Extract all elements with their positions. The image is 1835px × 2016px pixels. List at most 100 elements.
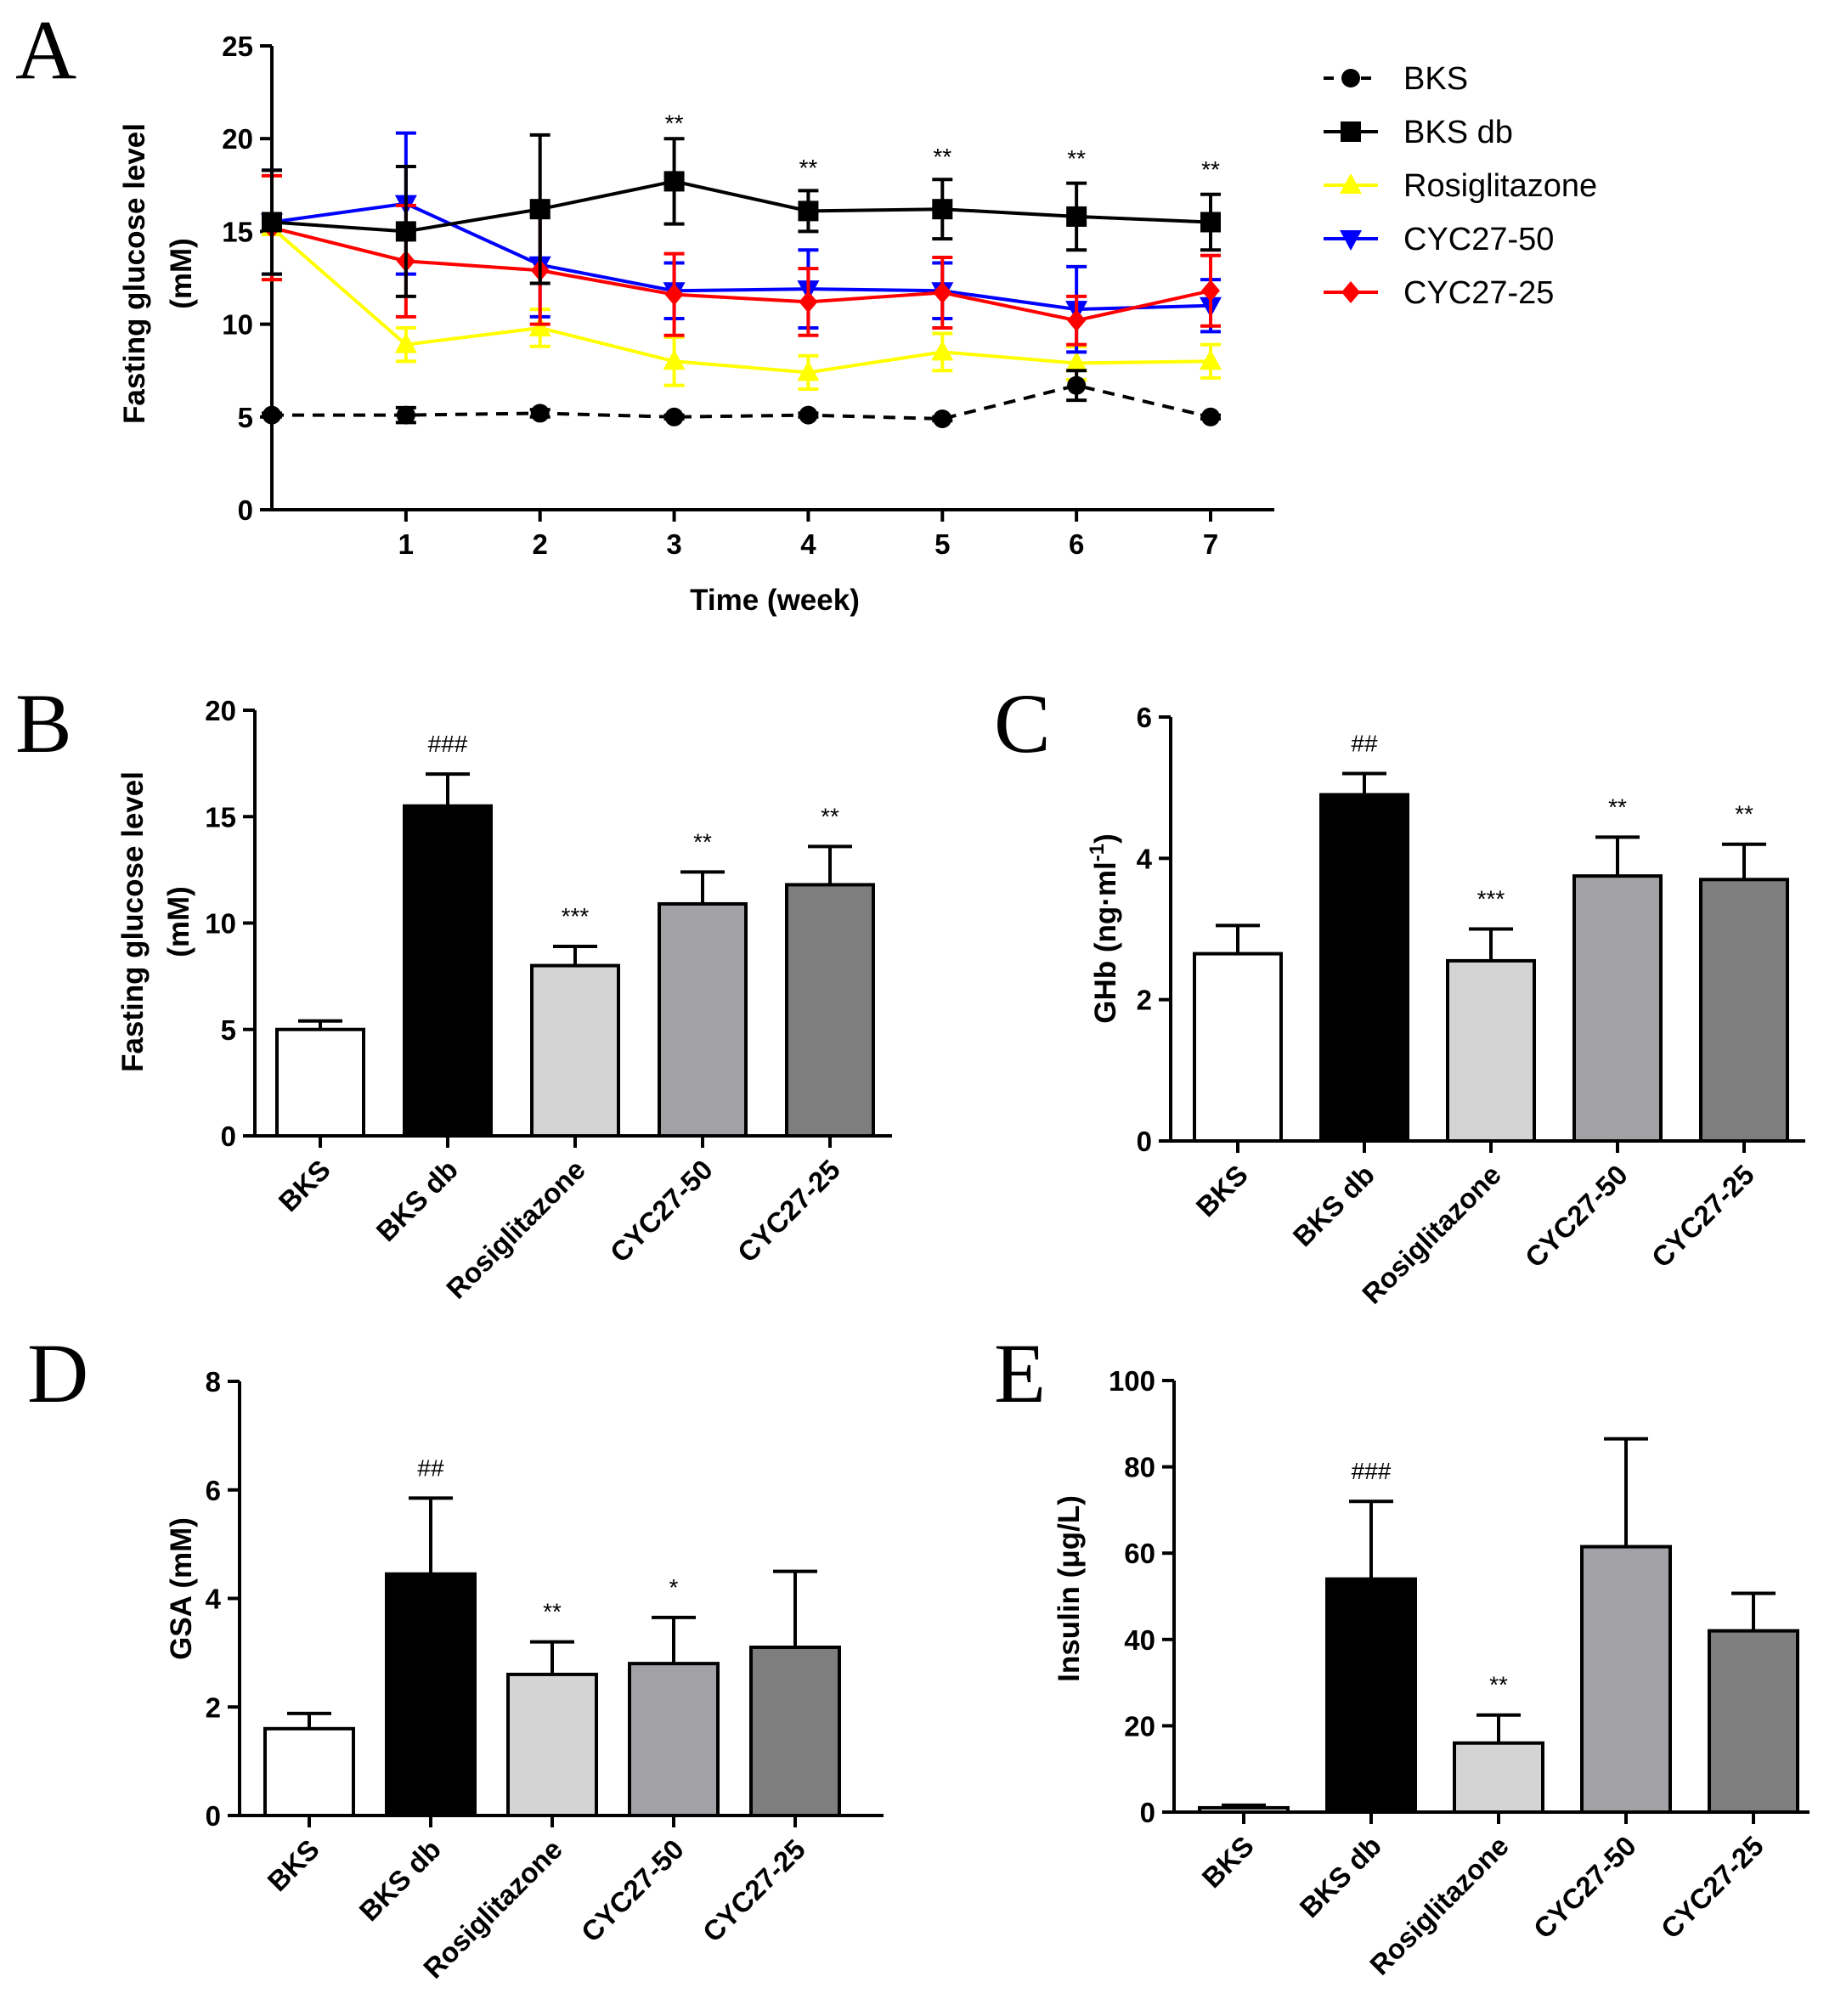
- y-tick-label: 2: [1137, 985, 1152, 1016]
- x-tick-label: CYC27-25: [1646, 1159, 1760, 1273]
- panel-letter-d: D: [27, 1326, 88, 1420]
- line-chart-panel-a: Fasting glucose level (mM) Time (week) 0…: [118, 31, 1597, 617]
- legend-label: CYC27-50: [1403, 222, 1554, 257]
- bar: [403, 804, 493, 1138]
- significance-label: **: [799, 155, 818, 181]
- x-tick-label: CYC27-50: [1519, 1159, 1634, 1273]
- x-tick-label: BKS: [1196, 1830, 1260, 1894]
- legend-label: BKS db: [1403, 115, 1513, 150]
- x-tick-label: BKS: [1190, 1159, 1254, 1223]
- panel-letter-a: A: [15, 3, 76, 97]
- x-tick-label: 3: [666, 528, 681, 560]
- series-line: [270, 226, 1211, 375]
- significance-label: **: [821, 803, 839, 829]
- bar-group: [1319, 771, 1409, 1143]
- bar-group: [263, 1711, 355, 1818]
- significance-label: **: [1067, 145, 1086, 172]
- y-tick-label: 15: [222, 216, 253, 247]
- significance-label: **: [665, 110, 684, 136]
- y-axis-title: GSA (mM): [165, 1517, 198, 1660]
- significance-label: ***: [1477, 886, 1505, 912]
- data-point: [1067, 376, 1087, 395]
- legend-marker: [1341, 69, 1360, 88]
- x-tick-label: 4: [800, 528, 816, 560]
- y-tick-label: 2: [206, 1691, 221, 1723]
- legend-item: BKS db: [1324, 115, 1513, 150]
- legend-item: CYC27-50: [1324, 222, 1554, 257]
- bar: [749, 1645, 841, 1818]
- y-axis-title-end: ): [1089, 833, 1122, 844]
- series-bks-db: [262, 133, 1221, 298]
- y-tick-label: 0: [221, 1121, 236, 1152]
- significance-label: **: [1201, 156, 1220, 183]
- legend-label: CYC27-25: [1403, 275, 1554, 311]
- y-axis-title-line2: (mM): [162, 886, 195, 957]
- x-tick-label: BKS: [262, 1833, 325, 1897]
- x-tick-label: 5: [934, 528, 950, 560]
- y-tick-label: 20: [205, 695, 236, 726]
- y-tick-label: 100: [1109, 1365, 1155, 1397]
- y-axis-title: GHb (ng·ml-1): [1086, 833, 1122, 1024]
- significance-label: **: [1489, 1672, 1508, 1698]
- bar-group: [1572, 835, 1663, 1143]
- x-tick-label: BKS db: [353, 1833, 447, 1927]
- x-axis-title: Time (week): [690, 584, 860, 617]
- y-tick-label: 60: [1124, 1538, 1155, 1569]
- significance-label: ***: [562, 903, 590, 929]
- y-tick-label: 6: [1137, 702, 1152, 733]
- data-point: [931, 340, 954, 361]
- y-tick-label: 10: [205, 908, 236, 940]
- y-tick-label: 4: [1137, 843, 1153, 874]
- legend-item: BKS: [1324, 61, 1468, 97]
- bar: [530, 963, 620, 1138]
- y-tick-label: 0: [1137, 1126, 1152, 1157]
- bar-group: [1453, 1713, 1544, 1814]
- bar-group: [628, 1615, 720, 1818]
- x-tick-label: BKS db: [1294, 1830, 1387, 1923]
- x-tick-label: BKS: [273, 1154, 336, 1217]
- data-point: [932, 199, 953, 220]
- bar: [1699, 878, 1789, 1143]
- y-tick-label: 20: [1124, 1710, 1155, 1742]
- data-point: [663, 349, 686, 370]
- bar-group: [1446, 927, 1536, 1144]
- series-line: [271, 201, 1211, 312]
- data-point: [395, 221, 416, 242]
- bar-group: [1198, 1803, 1290, 1814]
- bar: [1453, 1741, 1544, 1814]
- significance-label: **: [693, 828, 712, 855]
- bar-group: [275, 1019, 365, 1138]
- panel-letter-b: B: [15, 676, 72, 771]
- significance-label: **: [933, 144, 951, 170]
- significance-label: **: [1735, 801, 1753, 827]
- significance-label: ###: [1352, 1458, 1392, 1484]
- bar: [1198, 1805, 1290, 1814]
- y-tick-label: 15: [205, 801, 236, 833]
- bar-group: [785, 844, 875, 1138]
- x-tick-label: 1: [398, 528, 414, 560]
- legend-item: Rosiglitazone: [1324, 168, 1597, 204]
- y-tick-label: 5: [238, 402, 253, 433]
- bar: [1572, 874, 1663, 1143]
- legend-marker: [1340, 173, 1362, 194]
- bar-group: [403, 772, 493, 1138]
- data-point: [1067, 309, 1087, 332]
- x-tick-label: CYC27-25: [1655, 1830, 1770, 1945]
- bar-group: [385, 1496, 477, 1817]
- series-line: [272, 383, 1211, 421]
- bar: [1193, 952, 1283, 1143]
- bar: [785, 883, 875, 1138]
- bar: [385, 1572, 477, 1817]
- bar: [1580, 1544, 1672, 1814]
- legend-item: CYC27-25: [1324, 275, 1554, 311]
- bar-group: [506, 1640, 598, 1818]
- legend-marker: [1341, 281, 1360, 303]
- y-axis-title-main: GHb (ng·ml: [1089, 861, 1122, 1024]
- data-point: [1200, 212, 1221, 233]
- data-point: [1201, 280, 1220, 302]
- data-point: [396, 405, 415, 425]
- data-point: [1201, 407, 1220, 426]
